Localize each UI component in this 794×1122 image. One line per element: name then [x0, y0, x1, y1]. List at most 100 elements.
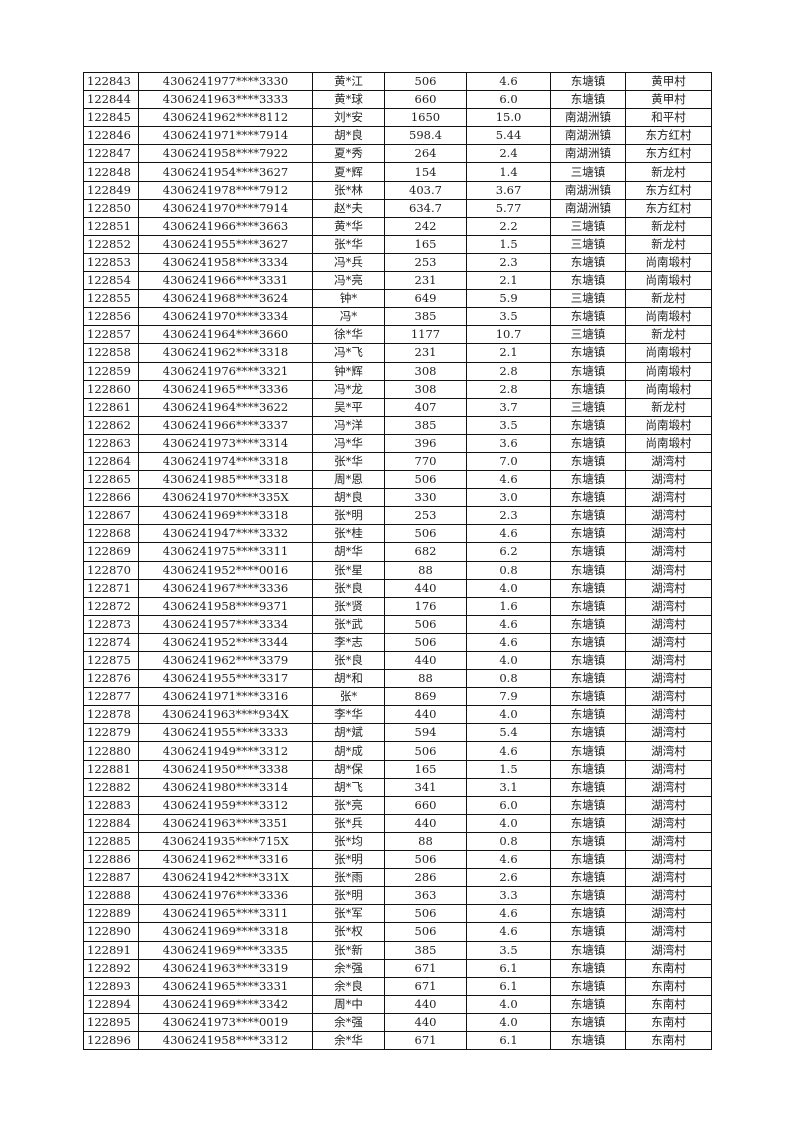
- amount-cell: 165: [384, 759, 467, 779]
- area-cell: 3.1: [466, 777, 551, 797]
- name-cell: 余*强: [312, 1012, 385, 1032]
- table-row: 122877 4306241971****3316 张* 869 7.9 东塘镇 湖湾村: [83, 687, 712, 707]
- village-cell: 湖湾村: [625, 940, 712, 960]
- serial-number-cell: 122848: [83, 162, 139, 182]
- id-number-cell: 4306241977****3330: [138, 71, 313, 92]
- id-number-cell: 4306241969****3342: [138, 994, 313, 1014]
- village-cell: 湖湾村: [625, 488, 712, 508]
- amount-cell: 770: [384, 451, 467, 472]
- name-cell: 胡*成: [312, 741, 385, 761]
- table-row: 122861 4306241964****3622 吴*平 407 3.7 三塘镇 新龙村: [83, 397, 712, 417]
- area-cell: 6.0: [466, 795, 551, 815]
- serial-number-cell: 122884: [83, 813, 139, 833]
- id-number-cell: 4306241949****3312: [138, 741, 313, 761]
- name-cell: 张*新: [312, 940, 385, 960]
- table-row: 122884 4306241963****3351 张*兵 440 4.0 东塘镇 湖湾村: [83, 813, 712, 833]
- area-cell: 4.6: [466, 741, 551, 761]
- table-row: 122863 4306241973****3314 冯*华 396 3.6 东塘镇 尚南塅村: [83, 433, 712, 453]
- id-number-cell: 4306241962****8112: [138, 108, 313, 128]
- serial-number-cell: 122895: [83, 1012, 139, 1032]
- name-cell: 黄*江: [312, 71, 385, 92]
- area-cell: 2.2: [466, 216, 551, 236]
- id-number-cell: 4306241952****3344: [138, 632, 313, 653]
- table-row: 122866 4306241970****335X 胡*良 330 3.0 东塘镇 湖湾村: [83, 488, 712, 508]
- area-cell: 2.4: [466, 144, 551, 164]
- amount-cell: 231: [384, 271, 467, 291]
- name-cell: 张*华: [312, 451, 385, 472]
- serial-number-cell: 122864: [83, 451, 139, 472]
- id-number-cell: 4306241965****3311: [138, 904, 313, 924]
- name-cell: 胡*良: [312, 488, 385, 508]
- id-number-cell: 4306241973****0019: [138, 1012, 313, 1032]
- area-cell: 4.6: [466, 614, 551, 634]
- village-cell: 东南村: [625, 976, 712, 996]
- amount-cell: 682: [384, 542, 467, 562]
- serial-number-cell: 122850: [83, 198, 139, 218]
- name-cell: 张*贤: [312, 596, 385, 616]
- id-number-cell: 4306241970****3334: [138, 307, 313, 327]
- serial-number-cell: 122860: [83, 379, 139, 399]
- area-cell: 2.3: [466, 252, 551, 273]
- serial-number-cell: 122865: [83, 470, 139, 490]
- village-cell: 湖湾村: [625, 759, 712, 779]
- area-cell: 0.8: [466, 560, 551, 580]
- amount-cell: 253: [384, 506, 467, 526]
- village-cell: 东南村: [625, 1012, 712, 1032]
- village-cell: 湖湾村: [625, 850, 712, 870]
- area-cell: 4.6: [466, 470, 551, 490]
- area-cell: 4.6: [466, 904, 551, 924]
- id-number-cell: 4306241971****7914: [138, 126, 313, 146]
- name-cell: 冯*洋: [312, 415, 385, 435]
- village-cell: 尚南塅村: [625, 433, 712, 453]
- id-number-cell: 4306241955****3627: [138, 234, 313, 254]
- serial-number-cell: 122843: [83, 71, 139, 92]
- amount-cell: 1177: [384, 325, 467, 345]
- serial-number-cell: 122874: [83, 632, 139, 653]
- town-cell: 南湖洲镇: [550, 126, 626, 146]
- amount-cell: 440: [384, 578, 467, 598]
- name-cell: 周*中: [312, 994, 385, 1014]
- data-table: 122843 4306241977****3330 黄*江 506 4.6 东塘镇 黄甲村 1…: [83, 71, 712, 1051]
- serial-number-cell: 122844: [83, 90, 139, 110]
- id-number-cell: 4306241980****3314: [138, 777, 313, 797]
- id-number-cell: 4306241971****3316: [138, 687, 313, 707]
- town-cell: 东塘镇: [550, 1012, 626, 1032]
- town-cell: 三塘镇: [550, 234, 626, 254]
- table-row: 122875 4306241962****3379 张*良 440 4.0 东塘镇 湖湾村: [83, 650, 712, 671]
- town-cell: 南湖洲镇: [550, 144, 626, 164]
- amount-cell: 88: [384, 560, 467, 580]
- id-number-cell: 4306241955****3317: [138, 669, 313, 689]
- name-cell: 钟*辉: [312, 361, 385, 381]
- town-cell: 三塘镇: [550, 216, 626, 236]
- village-cell: 东方红村: [625, 180, 712, 200]
- village-cell: 湖湾村: [625, 922, 712, 942]
- amount-cell: 506: [384, 71, 467, 92]
- town-cell: 三塘镇: [550, 162, 626, 182]
- town-cell: 东塘镇: [550, 470, 626, 490]
- name-cell: 李*志: [312, 632, 385, 653]
- id-number-cell: 4306241964****3622: [138, 397, 313, 417]
- amount-cell: 88: [384, 831, 467, 852]
- serial-number-cell: 122873: [83, 614, 139, 634]
- name-cell: 徐*华: [312, 325, 385, 345]
- village-cell: 湖湾村: [625, 632, 712, 653]
- amount-cell: 660: [384, 90, 467, 110]
- serial-number-cell: 122868: [83, 524, 139, 544]
- village-cell: 新龙村: [625, 289, 712, 309]
- area-cell: 2.1: [466, 343, 551, 363]
- town-cell: 东塘镇: [550, 831, 626, 852]
- id-number-cell: 4306241954****3627: [138, 162, 313, 182]
- id-number-cell: 4306241963****3351: [138, 813, 313, 833]
- amount-cell: 649: [384, 289, 467, 309]
- area-cell: 2.8: [466, 379, 551, 399]
- serial-number-cell: 122893: [83, 976, 139, 996]
- amount-cell: 385: [384, 940, 467, 960]
- amount-cell: 506: [384, 614, 467, 634]
- name-cell: 冯*兵: [312, 252, 385, 273]
- amount-cell: 506: [384, 904, 467, 924]
- name-cell: 冯*华: [312, 433, 385, 453]
- id-number-cell: 4306241963****3319: [138, 958, 313, 978]
- table-row: 122886 4306241962****3316 张*明 506 4.6 东塘镇 湖湾村: [83, 850, 712, 870]
- id-number-cell: 4306241974****3318: [138, 451, 313, 472]
- area-cell: 0.8: [466, 831, 551, 852]
